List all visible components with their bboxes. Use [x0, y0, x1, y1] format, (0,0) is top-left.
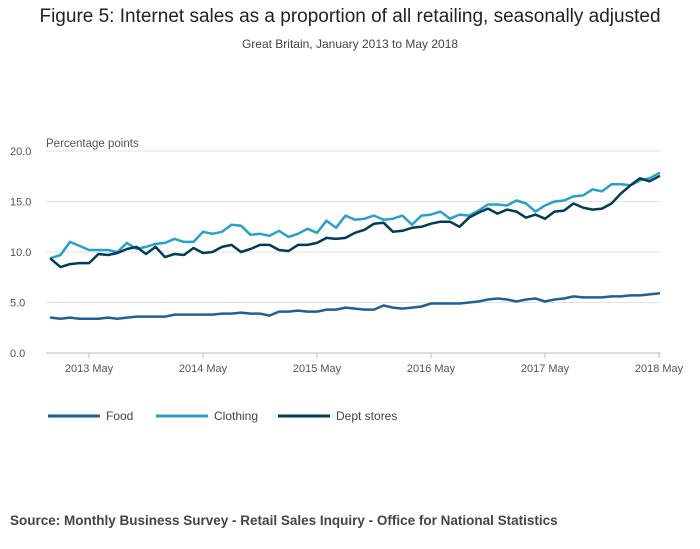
- x-tick-label: 2015 May: [293, 363, 342, 375]
- y-tick-label: 0.0: [10, 348, 25, 360]
- chart-title: Figure 5: Internet sales as a proportion…: [39, 6, 661, 27]
- x-tick-label: 2018 May: [635, 363, 684, 375]
- y-axis-label: Percentage points: [46, 138, 139, 150]
- x-tick-label: 2017 May: [521, 363, 570, 375]
- series-lines: [49, 171, 661, 320]
- legend: Food Clothing Dept stores: [48, 409, 397, 423]
- x-tick-label: 2013 May: [65, 363, 114, 375]
- x-tick-label: 2016 May: [407, 363, 456, 375]
- legend-label-food: Food: [106, 409, 133, 423]
- x-tick-label: 2014 May: [179, 363, 228, 375]
- y-tick-label: 10.0: [10, 247, 31, 259]
- y-tick-label: 15.0: [10, 197, 31, 209]
- legend-label-clothing: Clothing: [214, 409, 258, 423]
- chart-subtitle: Great Britain, January 2013 to May 2018: [241, 37, 459, 51]
- series-line-clothing: [49, 171, 661, 260]
- source-note: Source: Monthly Business Survey - Retail…: [10, 513, 558, 528]
- y-axis-ticks: 0.0 5.0 10.0 15.0 20.0: [10, 146, 31, 360]
- y-tick-label: 5.0: [10, 298, 25, 310]
- gridlines: [46, 150, 661, 354]
- x-axis-ticks: 2013 May 2014 May 2015 May 2016 May 2017 May…: [65, 353, 684, 375]
- legend-label-dept-stores: Dept stores: [336, 409, 397, 423]
- series-line-dept-stores: [49, 175, 661, 269]
- series-line-food: [49, 292, 661, 320]
- y-tick-label: 20.0: [10, 146, 31, 158]
